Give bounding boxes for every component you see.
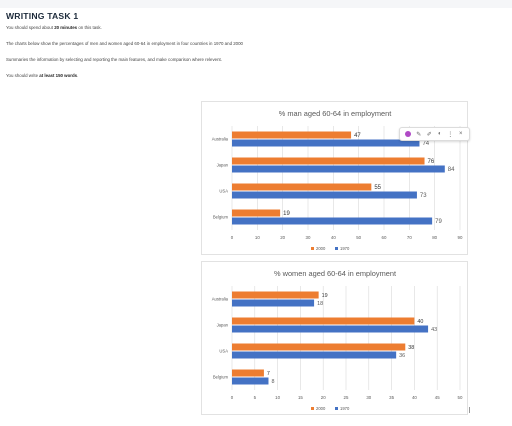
men-x-tick-label: 10 bbox=[255, 235, 260, 240]
men-bar-2000 bbox=[232, 209, 281, 217]
women-employment-chart[interactable]: % women aged 60-64 in employment 0 5 10 15 20… bbox=[201, 261, 468, 415]
eraser-icon[interactable]: ◐ bbox=[437, 131, 442, 137]
men-bar-1970 bbox=[232, 217, 433, 225]
men-legend-swatch bbox=[335, 247, 338, 250]
women-data-label: 8 bbox=[271, 379, 274, 385]
women-x-tick-label: 5 bbox=[254, 395, 257, 400]
men-chart-svg: % man aged 60-64 in employment 0 10 20 30 40 5… bbox=[212, 109, 463, 251]
edit-icon[interactable]: ✐ bbox=[426, 131, 432, 138]
men-category-label: Japan bbox=[217, 163, 229, 168]
men-bar-2000 bbox=[232, 131, 352, 139]
women-x-tick-label: 35 bbox=[389, 395, 394, 400]
women-bar-2000 bbox=[232, 291, 319, 299]
women-bar-1970 bbox=[232, 377, 269, 385]
women-chart-svg: % women aged 60-64 in employment 0 5 10 15 20… bbox=[212, 269, 463, 411]
women-x-tick-label: 50 bbox=[458, 395, 463, 400]
men-chart-title: % man aged 60-64 in employment bbox=[279, 109, 392, 118]
men-data-label: 79 bbox=[435, 219, 442, 225]
women-category-label: USA bbox=[219, 349, 228, 354]
task-instruction: Summaries the information by selecting a… bbox=[6, 57, 222, 62]
women-chart-title: % women aged 60-64 in employment bbox=[274, 269, 396, 278]
men-data-label: 74 bbox=[422, 141, 429, 147]
men-x-tick-label: 50 bbox=[356, 235, 361, 240]
men-data-label: 76 bbox=[428, 159, 435, 165]
women-bar-2000 bbox=[232, 369, 264, 377]
men-bar-1970 bbox=[232, 139, 420, 147]
women-category-label: Belgium bbox=[213, 375, 229, 380]
women-data-label: 38 bbox=[408, 345, 414, 351]
pencil-icon[interactable]: ✎ bbox=[416, 131, 422, 138]
men-bar-1970 bbox=[232, 191, 417, 199]
time-instruction: You should spend about 20 minutes on thi… bbox=[6, 25, 102, 30]
women-x-tick-label: 0 bbox=[231, 395, 234, 400]
women-data-label: 43 bbox=[431, 327, 437, 333]
top-bar bbox=[0, 0, 512, 8]
women-category-label: Australia bbox=[212, 297, 229, 302]
women-data-label: 40 bbox=[417, 319, 423, 325]
men-bar-2000 bbox=[232, 183, 372, 191]
women-bar-2000 bbox=[232, 343, 406, 351]
annotation-toolbar: ✎ ✐ ◐ ⋮ × bbox=[399, 127, 470, 141]
men-bar-1970 bbox=[232, 165, 445, 173]
women-data-label: 7 bbox=[267, 371, 270, 377]
women-bar-1970 bbox=[232, 299, 315, 307]
women-data-label: 19 bbox=[322, 293, 328, 299]
women-x-tick-label: 20 bbox=[321, 395, 326, 400]
women-x-tick-label: 10 bbox=[275, 395, 280, 400]
women-legend-label: 2000 bbox=[316, 406, 326, 411]
women-bar-1970 bbox=[232, 351, 397, 359]
men-data-label: 55 bbox=[374, 185, 381, 191]
color-picker-icon[interactable] bbox=[404, 130, 412, 138]
men-data-label: 73 bbox=[420, 193, 427, 199]
women-bar-2000 bbox=[232, 317, 415, 325]
men-legend-swatch bbox=[311, 247, 314, 250]
men-category-label: Australia bbox=[212, 137, 229, 142]
men-x-tick-label: 60 bbox=[382, 235, 387, 240]
women-data-label: 18 bbox=[317, 301, 323, 307]
men-data-label: 47 bbox=[354, 133, 361, 139]
men-x-tick-label: 30 bbox=[306, 235, 311, 240]
men-x-tick-label: 90 bbox=[458, 235, 463, 240]
men-x-tick-label: 40 bbox=[331, 235, 336, 240]
scroll-indicator bbox=[469, 407, 470, 413]
men-legend-label: 2000 bbox=[316, 246, 326, 251]
men-data-label: 19 bbox=[283, 211, 290, 217]
task-instructions: WRITING TASK 1 You should spend about 20… bbox=[6, 11, 506, 78]
men-x-tick-label: 20 bbox=[280, 235, 285, 240]
women-x-tick-label: 45 bbox=[435, 395, 440, 400]
women-x-tick-label: 25 bbox=[344, 395, 349, 400]
word-count-instruction: You should write at least 150 words. bbox=[6, 73, 79, 78]
women-legend-label: 1970 bbox=[340, 406, 350, 411]
men-category-label: USA bbox=[219, 189, 228, 194]
men-category-label: Belgium bbox=[213, 215, 229, 220]
men-data-label: 84 bbox=[448, 167, 455, 173]
task-description: The charts below show the percentages of… bbox=[6, 41, 243, 46]
men-bar-2000 bbox=[232, 157, 425, 165]
men-x-tick-label: 70 bbox=[407, 235, 412, 240]
men-x-tick-label: 0 bbox=[231, 235, 234, 240]
close-icon[interactable]: × bbox=[458, 131, 463, 137]
men-employment-chart[interactable]: % man aged 60-64 in employment 0 10 20 30 40 5… bbox=[201, 101, 468, 255]
women-x-tick-label: 40 bbox=[412, 395, 417, 400]
women-data-label: 36 bbox=[399, 353, 405, 359]
women-category-label: Japan bbox=[217, 323, 229, 328]
women-legend-swatch bbox=[335, 407, 338, 410]
men-x-tick-label: 80 bbox=[432, 235, 437, 240]
men-legend-label: 1970 bbox=[340, 246, 350, 251]
task-title: WRITING TASK 1 bbox=[6, 11, 79, 21]
more-icon[interactable]: ⋮ bbox=[447, 131, 454, 138]
women-bar-1970 bbox=[232, 325, 429, 333]
women-x-tick-label: 30 bbox=[366, 395, 371, 400]
women-legend-swatch bbox=[311, 407, 314, 410]
women-x-tick-label: 15 bbox=[298, 395, 303, 400]
